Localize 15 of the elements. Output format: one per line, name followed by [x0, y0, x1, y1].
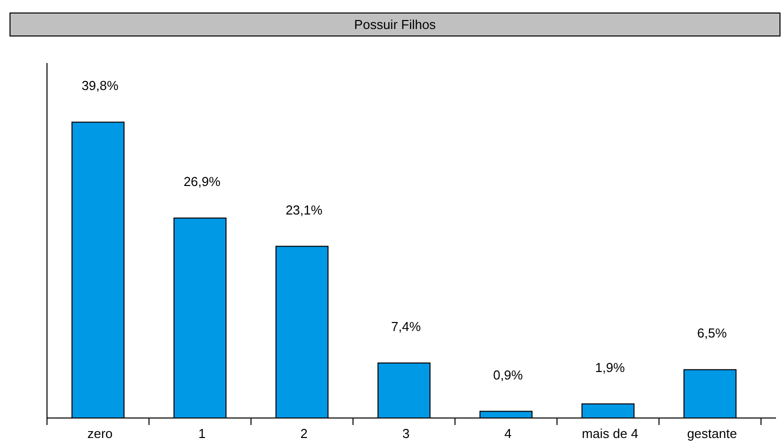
x-tick-label: 3: [402, 426, 410, 441]
data-label: 0,9%: [493, 367, 524, 382]
data-label: 39,8%: [82, 78, 119, 94]
x-tick-label: gestante: [687, 426, 737, 441]
data-label: 6,5%: [697, 326, 728, 341]
data-label: 26,9%: [184, 174, 221, 190]
x-tick-label: zero: [87, 426, 113, 441]
data-label: 1,9%: [595, 360, 626, 375]
x-tick-label: 4: [504, 426, 512, 441]
x-tick-label: 1: [198, 426, 206, 441]
data-label: 23,1%: [286, 202, 323, 218]
x-tick-label: mais de 4: [582, 426, 638, 441]
x-tick-label: 2: [300, 426, 308, 441]
chart-title: Possuir Filhos: [354, 17, 436, 32]
data-label: 7,4%: [391, 318, 422, 334]
